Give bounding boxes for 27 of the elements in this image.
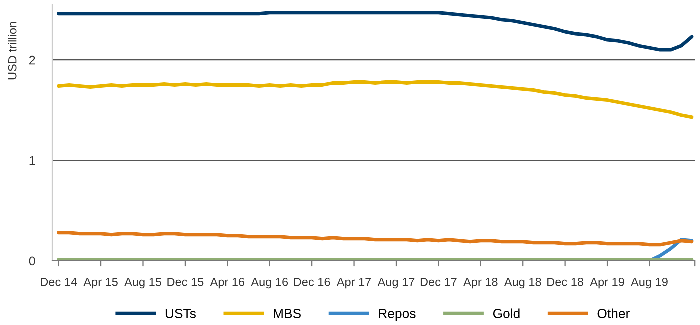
x-tick-label: Apr 19 bbox=[590, 278, 624, 289]
y-axis-title: USD trillion bbox=[8, 22, 17, 80]
x-tick-label: Aug 16 bbox=[251, 278, 288, 289]
x-tick-label: Apr 16 bbox=[210, 278, 245, 289]
x-tick-label: Aug 17 bbox=[378, 278, 415, 289]
x-tick-label: Apr 15 bbox=[84, 278, 118, 289]
line-series bbox=[57, 11, 694, 52]
line-series bbox=[57, 231, 694, 247]
line-series bbox=[57, 80, 694, 120]
y-tick-label: 2 bbox=[30, 56, 36, 65]
y-tick-label: 0 bbox=[29, 256, 36, 266]
x-tick-label: Dec 18 bbox=[548, 278, 584, 286]
x-tick-label: Dec 17 bbox=[420, 278, 457, 286]
legend-label: MBS bbox=[274, 309, 301, 318]
x-tick-label: Dec 15 bbox=[168, 278, 204, 286]
legend-label: Repos bbox=[379, 309, 416, 322]
x-tick-label: Aug 19 bbox=[631, 278, 668, 289]
x-tick-label: Apr 17 bbox=[336, 278, 372, 289]
legend-label: Other bbox=[598, 308, 630, 318]
x-tick-label: Dec 16 bbox=[294, 278, 330, 286]
x-tick-label: Apr 18 bbox=[464, 278, 498, 289]
y-tick-label: 1 bbox=[30, 156, 36, 166]
x-tick-label: Dec 14 bbox=[41, 278, 78, 286]
x-tick-label: Aug 15 bbox=[124, 278, 162, 289]
legend-label: USTs bbox=[166, 309, 196, 318]
x-tick-label: Aug 18 bbox=[504, 278, 542, 289]
legend-label: Gold bbox=[493, 308, 520, 318]
